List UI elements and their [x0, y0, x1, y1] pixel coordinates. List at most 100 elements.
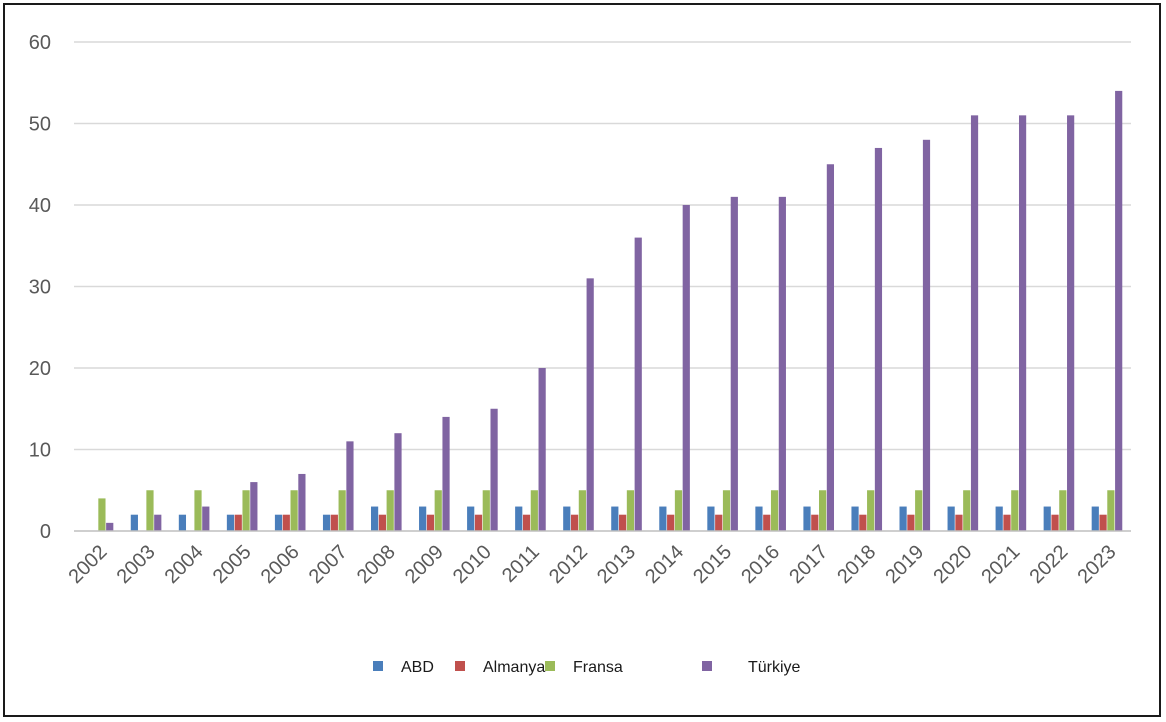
x-axis: 2002 2003 2004 2005 2006 2007 2008 2009 2010 2011… [65, 541, 1121, 588]
bar-almanya-2013 [619, 514, 627, 531]
bar-almanya-2005 [234, 514, 242, 531]
bar-almanya-2012 [570, 514, 579, 531]
bar-abd-2023 [1091, 506, 1099, 531]
bar-abd-2016 [755, 506, 763, 531]
bar-türkiye-2023 [1115, 90, 1123, 532]
x-tick-label: 2012 [545, 541, 592, 588]
bar-almanya-2021 [1003, 514, 1011, 531]
bar-türkiye-2004 [202, 506, 210, 531]
bar-fransa-2017 [819, 490, 827, 531]
x-tick-label: 2008 [353, 541, 400, 588]
x-tick-label: 2006 [257, 541, 304, 588]
bar-türkiye-2020 [970, 115, 979, 531]
bar-fransa-2005 [242, 490, 250, 531]
bar-türkiye-2010 [490, 408, 498, 531]
bar-fransa-2016 [770, 490, 779, 531]
bar-fransa-2013 [626, 490, 635, 531]
y-tick-label: 30 [29, 277, 51, 299]
bar-abd-2015 [707, 506, 715, 531]
x-tick-label: 2022 [1025, 541, 1072, 588]
x-tick-label: 2013 [593, 541, 640, 588]
bar-fransa-2020 [963, 490, 971, 531]
bar-abd-2013 [611, 506, 619, 531]
bar-abd-2011 [515, 506, 523, 531]
x-tick-label: 2020 [929, 541, 976, 588]
bar-türkiye-2007 [346, 441, 354, 531]
x-tick-label: 2003 [113, 541, 160, 588]
x-tick-label: 2004 [161, 541, 208, 588]
x-tick-label: 2018 [833, 541, 880, 588]
bar-türkiye-2021 [1018, 115, 1027, 531]
bar-fransa-2002 [98, 498, 106, 531]
bar-abd-2018 [851, 506, 859, 531]
bar-abd-2003 [130, 514, 138, 531]
bar-almanya-2011 [522, 514, 531, 531]
bar-abd-2019 [899, 506, 907, 531]
y-tick-label: 50 [29, 114, 51, 136]
y-tick-label: 60 [29, 32, 51, 54]
bar-fransa-2021 [1011, 490, 1019, 531]
legend: ABD Almanya Fransa Türkiye [373, 659, 801, 676]
bar-türkiye-2003 [154, 514, 162, 531]
bar-abd-2007 [322, 514, 331, 531]
bar-almanya-2023 [1099, 514, 1107, 531]
x-tick-label: 2016 [737, 541, 784, 588]
bar-türkiye-2014 [682, 205, 690, 531]
bar-almanya-2007 [330, 514, 338, 531]
bar-fransa-2004 [194, 490, 202, 531]
bar-almanya-2015 [715, 514, 723, 531]
bar-almanya-2006 [282, 514, 290, 531]
bar-fransa-2018 [867, 490, 875, 531]
bar-almanya-2020 [955, 514, 963, 531]
bar-türkiye-2009 [442, 416, 450, 531]
bar-fransa-2014 [674, 490, 683, 531]
legend-swatch-fransa [545, 661, 555, 671]
bar-fransa-2011 [530, 490, 538, 531]
bar-türkiye-2016 [778, 196, 786, 531]
legend-label-fransa: Fransa [573, 659, 623, 676]
bar-türkiye-2013 [634, 237, 642, 531]
x-tick-label: 2017 [785, 541, 832, 588]
legend-swatch-abd [373, 661, 383, 671]
bar-türkiye-2011 [538, 368, 546, 531]
bar-fransa-2006 [290, 490, 298, 531]
x-tick-label: 2015 [689, 541, 736, 588]
x-tick-label: 2007 [305, 541, 352, 588]
bar-fransa-2015 [722, 490, 731, 531]
bar-türkiye-2015 [730, 196, 738, 531]
bar-fransa-2022 [1059, 490, 1067, 531]
chart-frame: 0 10 20 30 40 50 60 2002 2003 2004 2005 2006 2007 20… [3, 3, 1161, 717]
legend-label-almanya: Almanya [483, 659, 545, 676]
bar-almanya-2009 [426, 514, 435, 531]
bar-abd-2022 [1043, 506, 1051, 531]
bar-fransa-2009 [434, 490, 442, 531]
y-tick-label: 20 [29, 358, 51, 380]
y-axis: 0 10 20 30 40 50 60 [29, 32, 51, 543]
bar-abd-2006 [274, 514, 283, 531]
bar-abd-2005 [226, 514, 235, 531]
bar-almanya-2014 [667, 514, 675, 531]
bar-türkiye-2018 [874, 147, 883, 531]
bar-abd-2008 [370, 506, 379, 531]
bar-almanya-2019 [907, 514, 915, 531]
x-tick-label: 2019 [881, 541, 928, 588]
bar-abd-2021 [995, 506, 1003, 531]
legend-swatch-türkiye [702, 661, 712, 671]
x-tick-label: 2023 [1073, 541, 1120, 588]
x-tick-label: 2002 [65, 541, 112, 588]
bar-almanya-2018 [859, 514, 867, 531]
bar-türkiye-2012 [586, 278, 594, 531]
bar-fransa-2012 [578, 490, 586, 531]
bar-almanya-2017 [811, 514, 819, 531]
bar-abd-2004 [178, 514, 187, 531]
y-tick-label: 40 [29, 195, 51, 217]
bar-türkiye-2006 [298, 473, 306, 531]
bar-fransa-2019 [915, 490, 923, 531]
bar-fransa-2008 [386, 490, 394, 531]
bar-abd-2010 [467, 506, 475, 531]
legend-label-türkiye: Türkiye [748, 659, 801, 676]
bar-fransa-2003 [146, 490, 154, 531]
gridlines [74, 41, 1131, 451]
bars [98, 90, 1123, 532]
